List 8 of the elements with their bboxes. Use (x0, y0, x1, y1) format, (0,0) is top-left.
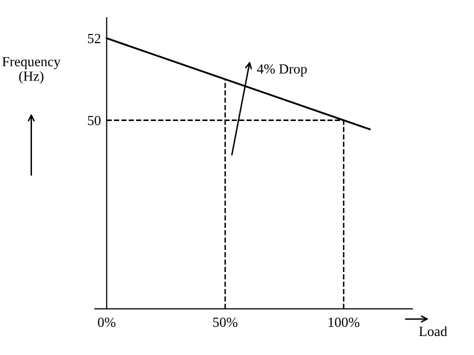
x-axis-title: Load (419, 326, 448, 336)
y-tick-label: 50 (88, 116, 101, 126)
y-tick-label: 52 (88, 34, 100, 44)
annotation: 4% Drop (257, 64, 307, 76)
x-tick-label: 100% (328, 318, 360, 328)
y-axis-title: Frequency (Hz) (2, 57, 61, 84)
x-tick-label: 0% (98, 318, 116, 328)
x-tick-label: 50% (213, 318, 238, 328)
